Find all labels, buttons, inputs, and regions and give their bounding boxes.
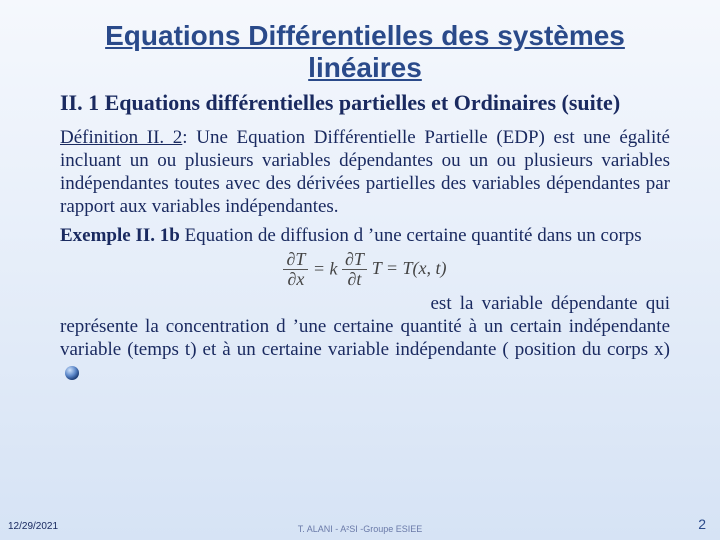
slide-footer: T. ALANI - A²SI -Groupe ESIEE [0,524,720,534]
example-text: Equation de diffusion d ’une certaine qu… [180,225,642,246]
definition-label: Définition II. 2 [60,127,182,148]
closing-text: est la variable dépendante qui représent… [60,293,670,360]
fraction-numerator: ∂T [342,250,367,271]
definition-paragraph: Définition II. 2: Une Equation Différent… [60,126,670,219]
slide-title: Equations Différentielles des systèmes l… [80,20,650,84]
fraction-denominator: ∂t [342,270,367,290]
bullet-sphere-icon [64,364,80,380]
body-content: Définition II. 2: Une Equation Différent… [60,126,670,385]
example-label: Exemple II. 1b [60,225,180,246]
closing-paragraph: xxxxxxxxxxxxxxxxxxxxxxxxxxxxxxxxxxxxxxxe… [60,292,670,385]
equation-line-2: T = T(x, t) [372,259,447,279]
fraction-rhs: ∂T ∂t [342,250,367,291]
slide: Equations Différentielles des systèmes l… [0,0,720,540]
section-subtitle: II. 1 Equations différentielles partiell… [60,90,670,115]
equation-block: ∂T ∂x = k ∂T ∂t T = T(x, t) [60,250,670,291]
equation-equals: = k [313,258,342,278]
fraction-numerator: ∂T [283,250,308,271]
fraction-denominator: ∂x [283,270,308,290]
page-number: 2 [698,516,706,532]
example-paragraph: Exemple II. 1b Equation de diffusion d ’… [60,224,670,247]
fraction-lhs: ∂T ∂x [283,250,308,291]
equation-line-1: ∂T ∂x = k ∂T ∂t [283,250,366,291]
